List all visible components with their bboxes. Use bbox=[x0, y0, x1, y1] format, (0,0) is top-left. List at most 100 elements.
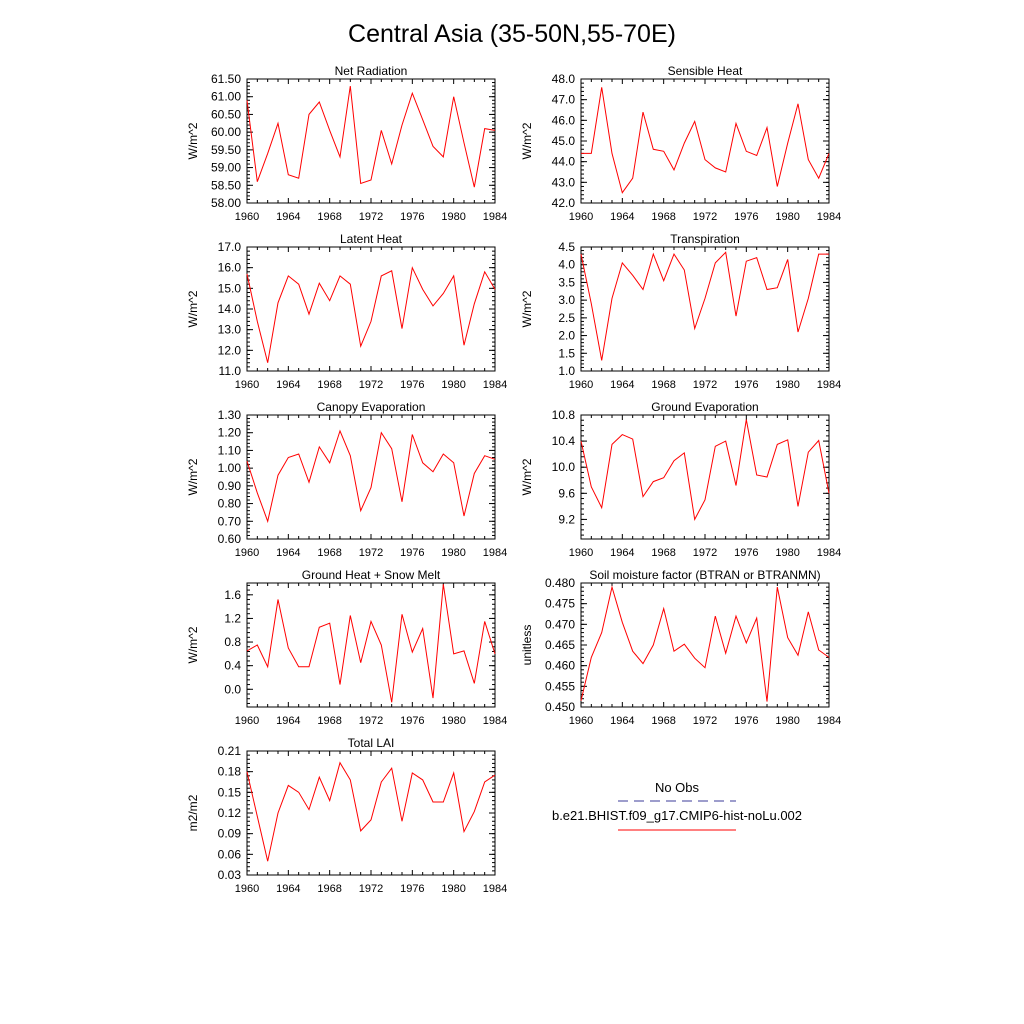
data-point bbox=[694, 328, 695, 329]
data-point bbox=[308, 482, 309, 483]
data-point bbox=[642, 663, 643, 664]
data-point bbox=[808, 159, 809, 160]
x-tick-label: 1960 bbox=[569, 715, 593, 727]
data-point bbox=[412, 652, 413, 653]
data-point bbox=[580, 441, 581, 442]
data-point bbox=[267, 153, 268, 154]
data-point bbox=[715, 262, 716, 263]
data-point bbox=[391, 768, 392, 769]
data-point bbox=[381, 130, 382, 131]
data-point bbox=[339, 762, 340, 763]
data-point bbox=[246, 273, 247, 274]
x-tick-label: 1980 bbox=[441, 715, 465, 727]
y-tick-label: 45.0 bbox=[552, 134, 576, 148]
data-point bbox=[277, 123, 278, 124]
data-point bbox=[494, 775, 495, 776]
data-point bbox=[474, 187, 475, 188]
x-tick-label: 1964 bbox=[610, 379, 634, 391]
data-point bbox=[494, 289, 495, 290]
x-tick-label: 1968 bbox=[651, 715, 675, 727]
series-line bbox=[246, 86, 496, 188]
data-point bbox=[443, 453, 444, 454]
data-point bbox=[611, 587, 612, 588]
x-tick-label: 1964 bbox=[276, 547, 300, 559]
y-tick-label: 0.03 bbox=[218, 868, 242, 882]
data-point bbox=[474, 303, 475, 304]
plot-frame bbox=[246, 582, 496, 708]
y-tick-label: 1.2 bbox=[224, 611, 241, 625]
x-tick-label: 1964 bbox=[610, 547, 634, 559]
panel-latent-heat: Latent Heat W/m^2 1960 1964 1968 1972 1976 1980… bbox=[186, 232, 507, 391]
plot-frame bbox=[246, 414, 496, 540]
data-point bbox=[443, 293, 444, 294]
data-point bbox=[422, 289, 423, 290]
data-point bbox=[704, 499, 705, 500]
data-point bbox=[746, 261, 747, 262]
x-tick-label: 1984 bbox=[483, 211, 507, 223]
series-line bbox=[581, 87, 830, 194]
data-point bbox=[797, 331, 798, 332]
x-tick-label: 1972 bbox=[359, 211, 383, 223]
data-point bbox=[298, 666, 299, 667]
data-point bbox=[673, 651, 674, 652]
data-point bbox=[818, 254, 819, 255]
panel-ground-evaporation: Ground Evaporation W/m^2 1960 1964 1968 1972 1… bbox=[520, 400, 841, 559]
data-point bbox=[735, 123, 736, 124]
plot-frame bbox=[246, 78, 496, 204]
y-axis-label: W/m^2 bbox=[520, 122, 534, 159]
x-tick-label: 1984 bbox=[483, 379, 507, 391]
plot-frame bbox=[580, 78, 830, 204]
chart-panels: Net Radiation W/m^2 1960 1964 1968 1972 1976 19… bbox=[186, 64, 841, 895]
y-tick-label: 2.0 bbox=[558, 329, 575, 343]
x-tick-label: 1976 bbox=[734, 715, 758, 727]
data-point bbox=[808, 611, 809, 612]
data-point bbox=[432, 698, 433, 699]
y-tick-label: 61.00 bbox=[211, 90, 241, 104]
data-point bbox=[257, 644, 258, 645]
data-point bbox=[642, 289, 643, 290]
x-tick-label: 1984 bbox=[817, 211, 841, 223]
series-line bbox=[246, 761, 496, 862]
y-tick-label: 0.09 bbox=[218, 827, 242, 841]
data-point bbox=[401, 125, 402, 126]
data-point bbox=[360, 510, 361, 511]
data-point bbox=[787, 637, 788, 638]
data-point bbox=[735, 485, 736, 486]
data-point bbox=[580, 254, 581, 255]
data-point bbox=[694, 121, 695, 122]
data-point bbox=[453, 96, 454, 97]
x-tick-label: 1976 bbox=[400, 883, 424, 895]
y-tick-label: 0.465 bbox=[545, 638, 575, 652]
x-tick-label: 1972 bbox=[693, 379, 717, 391]
data-point bbox=[329, 462, 330, 463]
data-point bbox=[663, 477, 664, 478]
data-point bbox=[694, 519, 695, 520]
data-point bbox=[422, 462, 423, 463]
data-point bbox=[412, 93, 413, 94]
panel-title: Sensible Heat bbox=[668, 64, 743, 78]
data-point bbox=[246, 650, 247, 651]
data-point bbox=[828, 153, 829, 154]
data-point bbox=[777, 287, 778, 288]
y-tick-label: 0.18 bbox=[218, 765, 242, 779]
data-point bbox=[329, 623, 330, 624]
x-tick-label: 1968 bbox=[317, 379, 341, 391]
data-point bbox=[370, 179, 371, 180]
data-point bbox=[360, 346, 361, 347]
data-point bbox=[412, 267, 413, 268]
data-point bbox=[453, 772, 454, 773]
y-tick-label: 0.460 bbox=[545, 659, 575, 673]
data-point bbox=[828, 254, 829, 255]
data-point bbox=[267, 362, 268, 363]
y-tick-label: 0.480 bbox=[545, 576, 575, 590]
x-tick-label: 1968 bbox=[317, 547, 341, 559]
data-point bbox=[484, 271, 485, 272]
data-point bbox=[715, 616, 716, 617]
data-point bbox=[653, 481, 654, 482]
x-tick-label: 1972 bbox=[359, 715, 383, 727]
data-point bbox=[766, 701, 767, 702]
data-point bbox=[443, 801, 444, 802]
data-point bbox=[673, 169, 674, 170]
x-tick-label: 1976 bbox=[734, 379, 758, 391]
data-point bbox=[391, 702, 392, 703]
